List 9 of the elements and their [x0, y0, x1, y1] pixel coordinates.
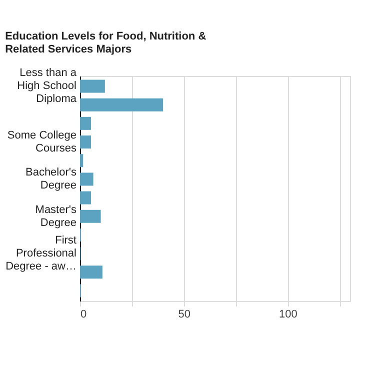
y-tick-label: Master's Degree: [35, 204, 77, 229]
y-tick-label: Less than a High School Diploma: [17, 67, 78, 106]
chart-title: Education Levels for Food, Nutrition & Related Services Majors: [5, 30, 206, 56]
x-tick-label: 100: [279, 308, 298, 320]
x-tick-label: 50: [178, 308, 190, 320]
y-tick-label: Some College Courses: [7, 130, 77, 155]
x-tick-label: 0: [80, 308, 87, 320]
y-tick-label: First Professional Degree - aw…: [6, 234, 76, 273]
y-tick-label: Bachelor's Degree: [25, 166, 77, 192]
